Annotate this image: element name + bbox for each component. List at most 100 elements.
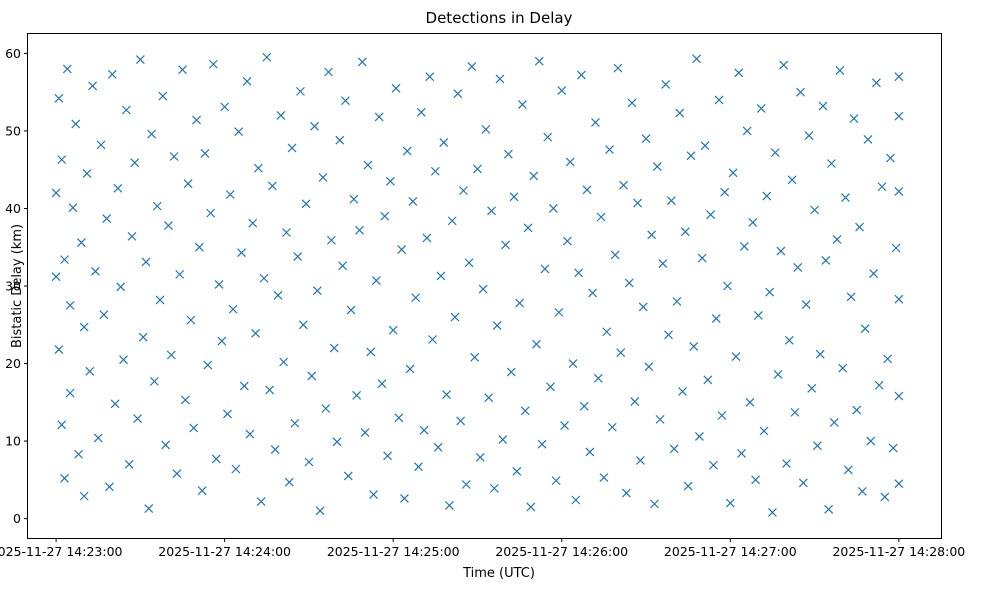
y-tick-label: 10: [5, 434, 21, 449]
data-point: [121, 105, 131, 115]
data-point: [812, 441, 822, 451]
data-point: [456, 416, 466, 426]
data-point: [787, 175, 797, 185]
data-point: [318, 173, 328, 182]
data-point: [571, 495, 581, 505]
data-point: [599, 473, 609, 482]
data-point: [534, 56, 544, 66]
data-point: [189, 423, 199, 433]
data-point: [245, 429, 255, 439]
data-point: [273, 290, 283, 300]
data-point: [537, 439, 547, 449]
x-tick-label: 2025-11-27 14:23:00: [0, 544, 123, 559]
data-point: [759, 426, 769, 436]
data-point: [680, 227, 690, 237]
data-point: [492, 321, 502, 330]
data-point: [119, 355, 128, 365]
data-point: [383, 451, 393, 461]
data-point: [692, 54, 702, 64]
data-point: [149, 376, 159, 386]
data-point: [296, 86, 305, 96]
data-point: [824, 504, 834, 514]
data-point: [450, 312, 460, 322]
data-point: [843, 465, 853, 475]
data-point: [402, 146, 412, 156]
data-point: [391, 83, 401, 93]
data-point: [326, 235, 336, 245]
data-point: [723, 281, 732, 291]
data-point: [349, 194, 359, 204]
data-point: [152, 201, 162, 211]
data-point: [473, 164, 482, 174]
data-point: [223, 409, 232, 419]
data-point: [565, 157, 575, 167]
data-point: [96, 140, 106, 150]
data-point: [172, 469, 182, 479]
data-point: [852, 405, 862, 415]
data-point: [194, 242, 204, 252]
data-point: [714, 95, 724, 105]
data-point: [433, 442, 443, 452]
data-point: [829, 418, 839, 427]
data-point: [192, 115, 201, 125]
y-tick-label: 50: [5, 123, 21, 138]
data-point: [818, 101, 828, 111]
data-point: [869, 269, 879, 279]
y-tick-label: 20: [5, 356, 21, 371]
data-point: [430, 166, 440, 176]
data-point: [293, 252, 303, 261]
data-point: [135, 55, 145, 65]
data-point: [74, 449, 83, 459]
data-point: [540, 264, 550, 274]
data-point: [225, 190, 235, 199]
data-point: [560, 421, 569, 430]
data-point: [388, 325, 398, 335]
data-point: [807, 383, 817, 393]
x-tick-label: 2025-11-27 14:25:00: [327, 544, 460, 559]
data-point: [543, 132, 553, 142]
data-point: [855, 222, 864, 232]
data-point: [666, 196, 676, 206]
data-point: [846, 292, 856, 302]
data-point: [546, 382, 555, 392]
data-point: [298, 320, 308, 330]
data-point: [369, 490, 378, 500]
data-point: [683, 481, 693, 491]
data-point: [796, 87, 805, 97]
y-tick-label: 30: [5, 279, 21, 294]
data-point: [734, 68, 744, 78]
data-point: [54, 93, 64, 103]
data-point: [315, 506, 325, 516]
data-point: [206, 208, 216, 218]
x-tick-label: 2025-11-27 14:27:00: [664, 544, 797, 559]
data-point: [720, 187, 730, 197]
data-point: [883, 354, 893, 364]
data-point: [655, 414, 665, 424]
data-point: [60, 473, 69, 483]
data-point: [835, 66, 845, 75]
data-point: [894, 186, 904, 196]
data-point: [863, 135, 873, 144]
x-tick-label: 2025-11-27 14:26:00: [495, 544, 628, 559]
data-point: [627, 98, 637, 108]
data-point: [633, 198, 643, 208]
data-point: [312, 286, 322, 296]
data-point: [624, 278, 634, 288]
data-point: [751, 475, 761, 485]
data-point: [770, 148, 780, 158]
data-point: [237, 248, 246, 258]
data-point: [849, 114, 859, 123]
data-point: [290, 418, 300, 428]
data-point: [164, 221, 173, 230]
data-point: [686, 151, 696, 161]
data-point: [509, 192, 519, 202]
data-point: [520, 406, 530, 416]
data-point: [262, 52, 272, 62]
data-point: [481, 124, 491, 134]
y-tick-label: 60: [5, 46, 21, 61]
data-point: [739, 242, 749, 251]
data-point: [385, 176, 395, 186]
data-point: [857, 487, 867, 496]
data-point: [310, 121, 319, 131]
data-point: [208, 59, 218, 69]
